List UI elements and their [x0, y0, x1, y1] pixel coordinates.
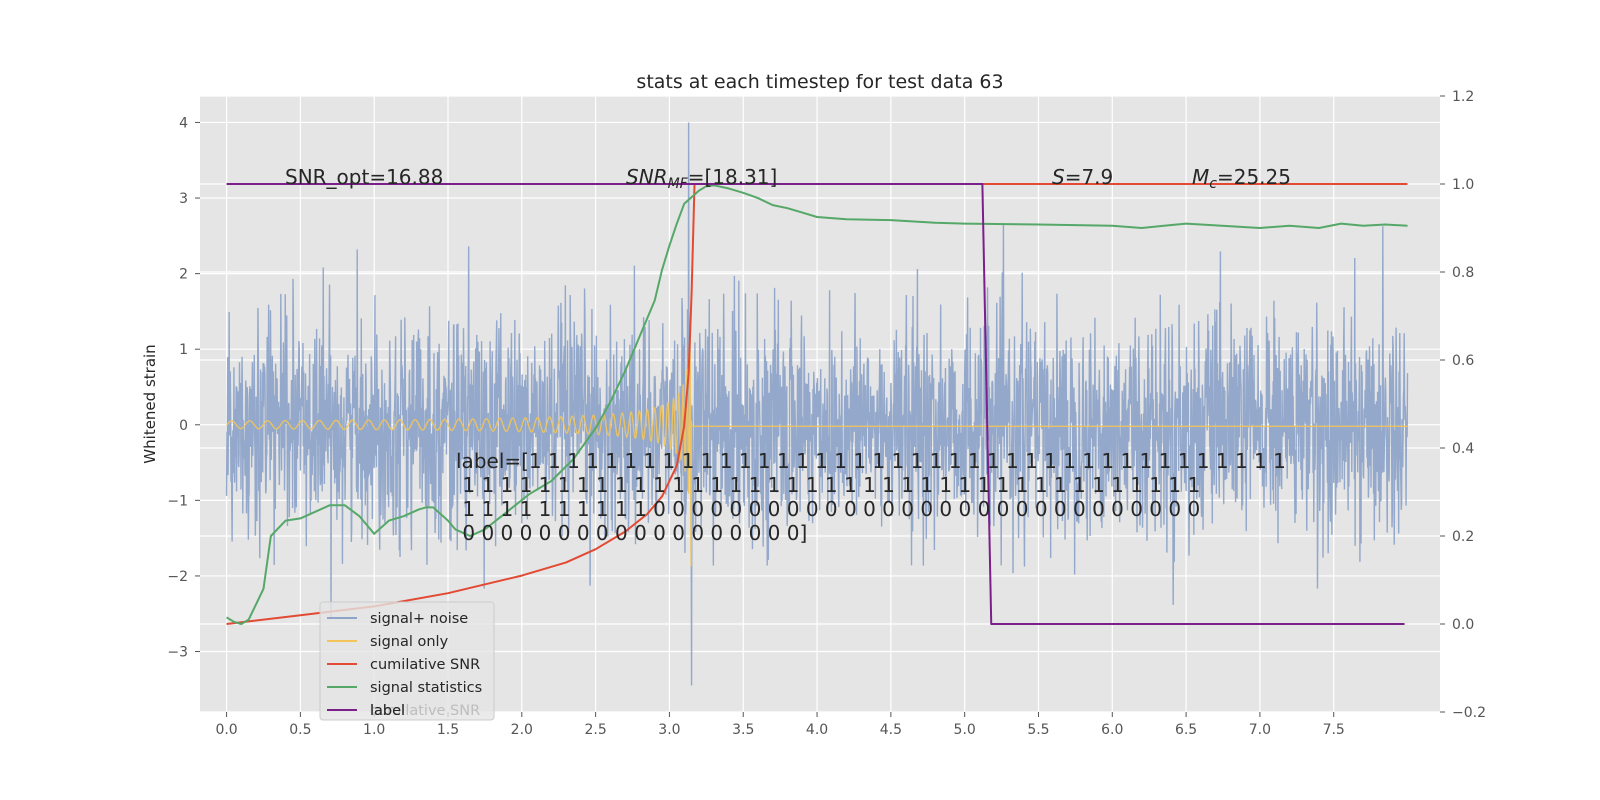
y-tick-label: 1	[179, 342, 188, 358]
annotation-mc: Mc=25.25	[1192, 165, 1291, 192]
left-axis: −3 −2 −1 0 1 2 3 4	[167, 115, 200, 661]
x-tick-label: 2.5	[584, 722, 606, 738]
x-tick-label: 1.0	[363, 722, 385, 738]
y-tick-label: 0	[179, 418, 188, 434]
y-tick-label: 4	[179, 115, 188, 131]
x-tick-label: 0.0	[215, 722, 237, 738]
x-tick-label: 0.5	[289, 722, 311, 738]
y-tick-label: 2	[179, 267, 188, 283]
y2-tick-label: 1.2	[1452, 89, 1474, 105]
label-array-text: label=[1 1 1 1 1 1 1 1 1 1 1 1 1 1 1 1 1…	[456, 449, 1286, 545]
label-text-line: 1 1 1 1 1 1 1 1 1 1 1 1 1 1 1 1 1 1 1 1 …	[456, 473, 1200, 497]
annotation-snr-opt: SNR_opt=16.88	[285, 165, 443, 189]
x-tick-label: 3.0	[658, 722, 680, 738]
x-tick-label: 2.0	[511, 722, 533, 738]
legend-entry-signal-plus-noise-label: signal+ noise	[370, 611, 468, 627]
annotation-s: S=7.9	[1052, 165, 1113, 189]
series-cumilative-snr	[226, 183, 1408, 625]
x-tick-label: 6.5	[1175, 722, 1197, 738]
annotation-snr-mf: SNRMF=[18.31]	[626, 165, 777, 192]
y-tick-label: −3	[167, 645, 188, 661]
y2-tick-label: 0.2	[1452, 529, 1474, 545]
x-tick-label: 6.0	[1101, 722, 1123, 738]
series-label	[226, 183, 1405, 625]
series-signal-plus-noise	[225, 122, 1409, 686]
y2-tick-label: 0.4	[1452, 441, 1474, 457]
y2-tick-label: −0.2	[1452, 705, 1486, 721]
x-tick-label: 1.5	[437, 722, 459, 738]
legend-entry-label-label: label	[370, 703, 405, 719]
legend-entry-signal-only-label: signal only	[370, 634, 449, 650]
label-text-line: label=[1 1 1 1 1 1 1 1 1 1 1 1 1 1 1 1 1…	[456, 449, 1286, 473]
label-text-line: 0 0 0 0 0 0 0 0 0 0 0 0 0 0 0 0 0 0]	[456, 521, 807, 545]
right-axis: −0.2 0.0 0.2 0.4 0.6 0.8 1.0 1.2	[1440, 89, 1486, 721]
legend-box	[319, 601, 495, 721]
x-axis: 0.0 0.5 1.0 1.5 2.0 2.5 3.0 3.5 4.0 4.5 5.0 5.5 6.0 6…	[215, 712, 1345, 738]
series-signal-statistics	[226, 184, 1408, 625]
legend-entry-cumilative-snr-label: cumilative SNR	[370, 657, 480, 673]
legend-entry-signal-statistics-label: signal statistics	[370, 680, 482, 696]
x-tick-label: 5.0	[954, 722, 976, 738]
series-layer	[225, 122, 1409, 686]
series-signal-only	[226, 332, 1408, 567]
y-tick-label: −2	[167, 569, 188, 585]
legend-overlap-text: cumilative SNR	[370, 703, 480, 719]
x-tick-label: 4.0	[806, 722, 828, 738]
y2-tick-label: 1.0	[1452, 177, 1474, 193]
label-text-line: 1 1 1 1 1 1 1 1 1 1 0 0 0 0 0 0 0 0 0 0 …	[456, 497, 1200, 521]
x-tick-label: 7.5	[1323, 722, 1345, 738]
y-axis-label: Whitened strain	[141, 344, 159, 463]
chart-title: stats at each timestep for test data 63	[636, 71, 1003, 93]
y-tick-label: −1	[167, 493, 188, 509]
y2-tick-label: 0.8	[1452, 265, 1474, 281]
y-tick-label: 3	[179, 191, 188, 207]
y2-tick-label: 0.0	[1452, 617, 1474, 633]
y2-tick-label: 0.6	[1452, 353, 1474, 369]
x-tick-label: 5.5	[1027, 722, 1049, 738]
x-tick-label: 3.5	[732, 722, 754, 738]
annotations: SNR_opt=16.88 SNRMF=[18.31] S=7.9 Mc=25.25	[285, 165, 1291, 192]
x-tick-label: 4.5	[880, 722, 902, 738]
x-tick-label: 7.0	[1249, 722, 1271, 738]
legend: signal+ noise signal only cumilative SNR si…	[319, 601, 495, 721]
legend-entry-label-text: label	[370, 703, 405, 719]
